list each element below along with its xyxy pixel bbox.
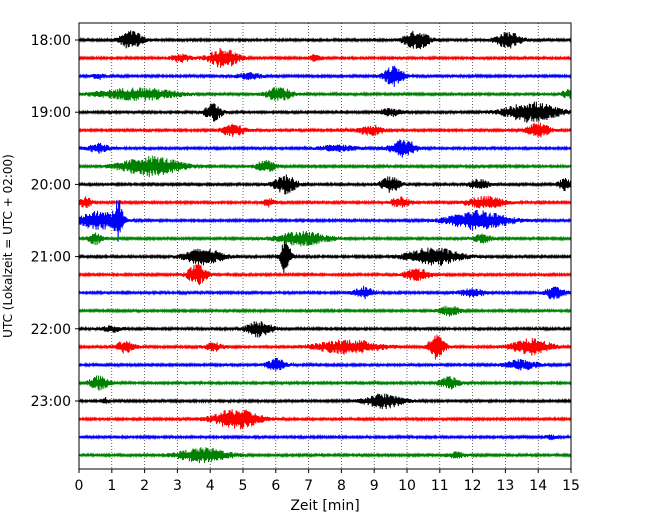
x-tick-label: 14 (529, 478, 547, 494)
trace-line (78, 321, 572, 338)
x-tick-label: 11 (431, 478, 449, 494)
x-tick-label: 2 (140, 478, 149, 494)
trace-line (78, 195, 572, 209)
trace-line (78, 122, 572, 138)
trace-line (78, 200, 572, 242)
trace-line (78, 47, 572, 68)
trace-line (78, 375, 572, 391)
x-axis-title: Zeit [min] (290, 498, 359, 514)
traces (78, 30, 572, 464)
x-tick-label: 6 (271, 478, 280, 494)
x-tick-label: 13 (496, 478, 514, 494)
x-tick-label: 7 (304, 478, 313, 494)
x-tick-label: 9 (370, 478, 379, 494)
trace-line (78, 231, 572, 247)
x-tick-label: 3 (173, 478, 182, 494)
trace-line (78, 264, 572, 286)
trace-line (78, 101, 572, 123)
x-tick-label: 5 (239, 478, 248, 494)
y-tick-label: 22:00 (31, 322, 71, 338)
x-tick-label: 0 (75, 478, 84, 494)
plot-frame (78, 22, 572, 470)
y-tick-label: 21:00 (31, 250, 71, 266)
y-tick-label: 18:00 (31, 33, 71, 49)
y-tick-label: 20:00 (31, 177, 71, 193)
x-ticks: 0 1 2 3 4 5 6 7 8 9 10 11 12 13 14 15 (75, 469, 580, 494)
trace-line (78, 87, 572, 102)
trace-line (78, 65, 572, 87)
x-tick-label: 10 (398, 478, 416, 494)
trace-line (78, 305, 572, 317)
trace-line (78, 155, 572, 178)
x-tick-label: 15 (562, 478, 580, 494)
x-tick-label: 1 (107, 478, 116, 494)
trace-line (78, 174, 572, 195)
y-tick-label: 23:00 (31, 394, 71, 410)
y-axis-title: UTC (Lokalzeit = UTC + 02:00) (1, 154, 15, 338)
trace-line (78, 434, 572, 441)
y-ticks: 18:00 19:00 20:00 21:00 22:00 23:00 (31, 33, 79, 410)
grid (111, 23, 539, 469)
trace-line (78, 139, 572, 158)
trace-line (78, 285, 572, 300)
trace-line (78, 447, 572, 464)
x-tick-label: 4 (206, 478, 215, 494)
x-tick-label: 8 (337, 478, 346, 494)
trace-line (78, 240, 572, 274)
trace-line (78, 357, 572, 372)
y-tick-label: 19:00 (31, 105, 71, 121)
trace-line (78, 393, 572, 410)
trace-line (78, 30, 572, 50)
trace-line (78, 334, 572, 360)
x-tick-label: 12 (464, 478, 482, 494)
trace-line (78, 409, 572, 430)
